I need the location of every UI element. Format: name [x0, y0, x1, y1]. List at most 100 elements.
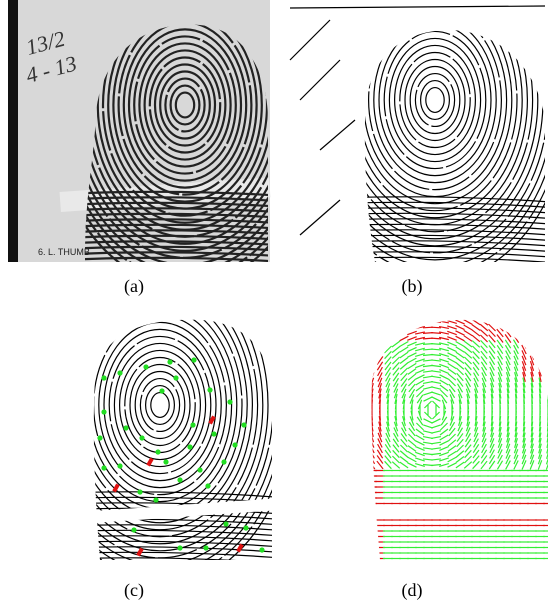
orientation [530, 345, 534, 354]
spurious-ridge [300, 200, 340, 235]
orientation [505, 318, 512, 326]
orientation [431, 431, 441, 433]
orientation [538, 345, 542, 354]
ridge [374, 17, 496, 182]
orientation [456, 352, 464, 358]
spurious-ridge [320, 120, 355, 150]
orientation [538, 356, 541, 365]
minutia-true [177, 477, 182, 482]
orientation [407, 326, 417, 329]
ridge [94, 315, 227, 494]
minutia-true [207, 387, 212, 392]
orientation [538, 334, 542, 343]
orientation [392, 325, 401, 330]
panel-b [290, 0, 550, 281]
minutia-true [139, 435, 144, 440]
orientation [456, 357, 464, 363]
orientation [369, 351, 375, 359]
orientation [546, 345, 550, 354]
orientation [513, 329, 519, 337]
orientation [538, 350, 542, 359]
orientation [407, 321, 417, 324]
card-edge [8, 0, 18, 262]
orientation [369, 356, 374, 365]
orientation [529, 318, 534, 326]
orientation [456, 331, 465, 335]
minutia-true [223, 521, 228, 526]
caption: (a) [124, 276, 144, 297]
orientation [407, 347, 416, 351]
orientation [400, 347, 408, 352]
minutia-true [259, 547, 264, 552]
orientation [431, 360, 441, 361]
orientation [431, 333, 441, 334]
ridge [78, 294, 242, 515]
orientation [464, 320, 473, 325]
minutia-true [97, 435, 102, 440]
orientation [408, 446, 416, 452]
orientation [456, 336, 465, 341]
orientation [416, 380, 425, 385]
orientation [400, 342, 409, 347]
orientation [415, 321, 425, 323]
orientation [400, 357, 408, 363]
orientation [416, 375, 425, 379]
orientation [464, 336, 472, 342]
minutia-true [203, 545, 208, 550]
orientation [440, 375, 449, 379]
orientation [522, 334, 527, 343]
orientation [369, 340, 375, 348]
orientation [392, 341, 400, 347]
ridge [31, 231, 289, 579]
ridge [83, 301, 237, 508]
orientation [431, 425, 441, 428]
orientation [440, 435, 449, 440]
orientation [547, 389, 548, 399]
ridge [415, 74, 454, 127]
orientation [497, 318, 504, 325]
orientation [400, 336, 409, 341]
orientation [456, 347, 464, 352]
orientation [448, 457, 457, 462]
orientation [505, 324, 511, 332]
orientation [431, 453, 441, 454]
minutia-true [221, 459, 226, 464]
orientation [431, 322, 441, 323]
orientation [440, 380, 449, 385]
orientation [369, 335, 376, 342]
ridge [20, 558, 300, 565]
card-text: 6. L. THUMB [38, 247, 90, 257]
minutia-true [163, 459, 168, 464]
orientation [448, 369, 456, 375]
orientation [547, 361, 550, 371]
orientation [431, 338, 441, 339]
orientation [368, 324, 375, 331]
minutia-true [205, 483, 210, 488]
orientation [415, 447, 424, 451]
minutia-true [101, 375, 106, 380]
orientation [538, 329, 543, 338]
orientation [521, 318, 527, 326]
ridge [327, 0, 543, 246]
orientation [369, 345, 375, 353]
orientation [456, 342, 465, 347]
orientation [432, 419, 441, 423]
orientation [416, 441, 425, 445]
orientation [546, 323, 550, 332]
orientation [431, 382, 441, 384]
ridge [99, 322, 221, 487]
orientation [447, 347, 456, 351]
ridge [135, 372, 185, 439]
orientation [440, 441, 449, 445]
orientation [408, 369, 416, 375]
orientation [456, 456, 464, 462]
orientation [472, 319, 480, 325]
orientation [377, 346, 384, 354]
orientation [546, 334, 550, 343]
orientation [400, 352, 408, 358]
orientation-field [367, 318, 550, 559]
orientation [521, 329, 526, 337]
ridge [88, 308, 231, 501]
orientation [530, 340, 534, 349]
orientation [538, 339, 542, 348]
